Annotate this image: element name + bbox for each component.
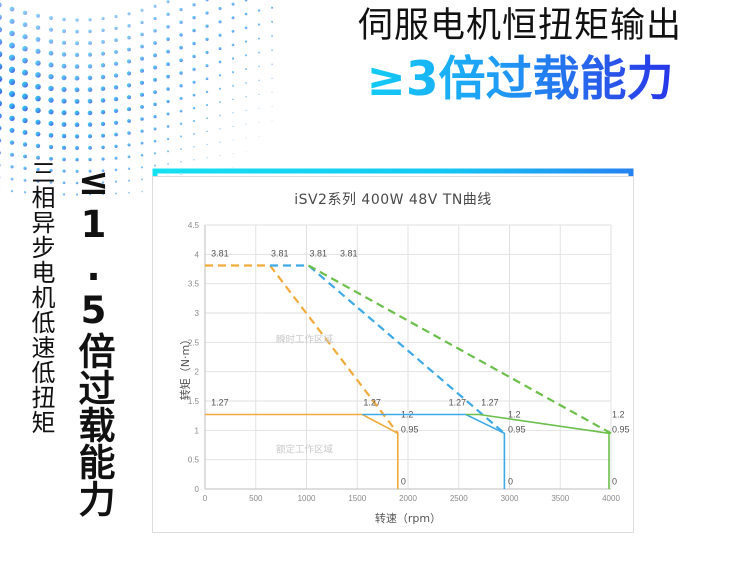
svg-text:500: 500 xyxy=(249,494,263,503)
series-rated xyxy=(465,413,610,489)
data-label: 1.27 xyxy=(449,397,467,407)
svg-text:1500: 1500 xyxy=(348,494,366,503)
headline-block: 伺服电机恒扭矩输出 ≥3倍过载能力 xyxy=(300,4,740,144)
svg-text:4.5: 4.5 xyxy=(188,221,200,230)
svg-text:1.5: 1.5 xyxy=(188,397,200,406)
svg-text:2000: 2000 xyxy=(399,494,417,503)
x-axis-title: 转速（rpm） xyxy=(375,511,441,525)
chart-title: iSV2系列 400W 48V TN曲线 xyxy=(294,192,492,208)
zone-annotation: 额定工作区域 xyxy=(276,444,334,456)
series-layer: 3.81 3.81 3.81 3.81 1.27 1.27 1.2 0.95 0 1.27 1.2 0… xyxy=(205,248,630,489)
svg-text:0: 0 xyxy=(203,494,208,503)
data-label: 1.27 xyxy=(481,397,499,407)
side-label-thin: 三相异步电机低速低扭矩 xyxy=(27,160,55,435)
data-label: 1.27 xyxy=(363,397,381,407)
tn-curve-plot: 3.81 3.81 3.81 3.81 1.27 1.27 1.2 0.95 0 1.27 1.2 0… xyxy=(178,221,630,525)
series-peak xyxy=(205,264,399,434)
svg-text:4000: 4000 xyxy=(602,494,620,503)
svg-text:1000: 1000 xyxy=(298,494,316,503)
data-label: 3.81 xyxy=(340,248,358,258)
series-peak xyxy=(307,264,612,435)
data-label: 0.95 xyxy=(612,424,630,434)
y-axis-title: 转矩（N·m） xyxy=(178,334,192,400)
data-label: 3.81 xyxy=(211,248,229,258)
headline-line-1: 伺服电机恒扭矩输出 xyxy=(357,6,682,46)
svg-text:3.5: 3.5 xyxy=(188,280,200,289)
series-rated xyxy=(205,413,399,489)
svg-text:0.5: 0.5 xyxy=(188,456,200,465)
data-label: 0.95 xyxy=(401,424,419,434)
svg-text:3500: 3500 xyxy=(551,494,569,503)
series-peak xyxy=(270,264,506,435)
data-label: 3.81 xyxy=(271,248,289,258)
data-label: 0 xyxy=(508,476,513,486)
svg-text:3000: 3000 xyxy=(501,494,519,503)
series-rated xyxy=(362,413,506,489)
data-label: 3.81 xyxy=(310,248,328,258)
svg-text:2.5: 2.5 xyxy=(188,338,200,347)
svg-text:2500: 2500 xyxy=(450,494,468,503)
svg-text:3: 3 xyxy=(195,309,200,318)
svg-text:2: 2 xyxy=(195,368,200,377)
chart-panel: iSV2系列 400W 48V TN曲线 3.81 3.81 3.81 3.81 1.2… xyxy=(152,176,634,533)
data-label: 1.2 xyxy=(612,410,625,420)
grid-layer xyxy=(204,224,612,490)
tick-layer: 0 500 1000 1500 2000 2500 3000 3500 400000.511.5… xyxy=(188,221,621,503)
data-label: 1.27 xyxy=(211,397,229,407)
svg-text:1: 1 xyxy=(195,426,200,435)
svg-text:4: 4 xyxy=(195,250,200,259)
svg-text:0: 0 xyxy=(195,485,200,494)
data-label: 1.2 xyxy=(508,410,521,420)
data-label: 0 xyxy=(612,476,617,486)
side-label-bold: ≤1.5倍过载能力 xyxy=(72,160,115,517)
data-label: 0 xyxy=(401,476,406,486)
headline-line-2: ≥3倍过载能力 xyxy=(300,52,740,108)
data-label: 0.95 xyxy=(508,424,526,434)
zone-annotation: 瞬时工作区域 xyxy=(276,333,334,345)
